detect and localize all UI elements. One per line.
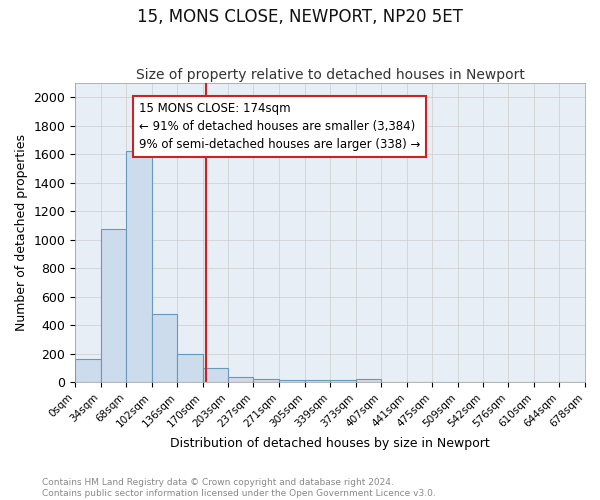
Bar bbox=[152, 314, 178, 382]
Bar bbox=[203, 368, 228, 382]
Text: Contains HM Land Registry data © Crown copyright and database right 2024.
Contai: Contains HM Land Registry data © Crown c… bbox=[42, 478, 436, 498]
Text: 15 MONS CLOSE: 174sqm
← 91% of detached houses are smaller (3,384)
9% of semi-de: 15 MONS CLOSE: 174sqm ← 91% of detached … bbox=[139, 102, 421, 150]
Bar bbox=[75, 358, 101, 382]
Text: 15, MONS CLOSE, NEWPORT, NP20 5ET: 15, MONS CLOSE, NEWPORT, NP20 5ET bbox=[137, 8, 463, 26]
Y-axis label: Number of detached properties: Number of detached properties bbox=[15, 134, 28, 331]
Bar bbox=[101, 229, 126, 382]
X-axis label: Distribution of detached houses by size in Newport: Distribution of detached houses by size … bbox=[170, 437, 490, 450]
Bar bbox=[305, 380, 330, 382]
Bar bbox=[279, 380, 305, 382]
Bar bbox=[178, 354, 203, 382]
Bar bbox=[330, 380, 356, 382]
Title: Size of property relative to detached houses in Newport: Size of property relative to detached ho… bbox=[136, 68, 524, 82]
Bar bbox=[356, 379, 381, 382]
Bar bbox=[228, 376, 253, 382]
Bar bbox=[126, 152, 152, 382]
Bar bbox=[253, 378, 279, 382]
